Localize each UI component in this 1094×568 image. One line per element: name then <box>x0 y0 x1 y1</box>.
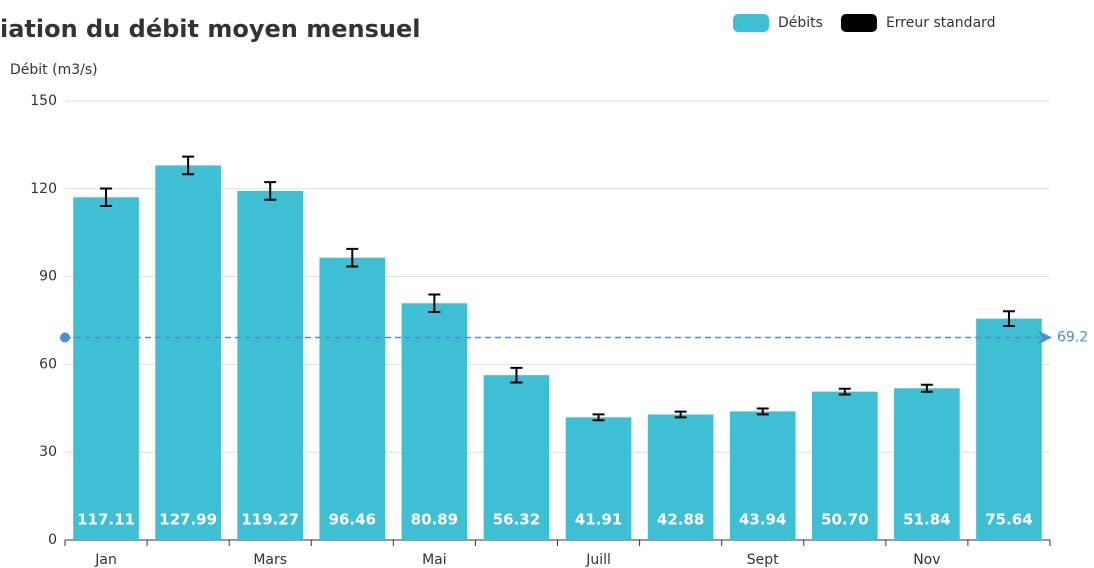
data-label: 119.27 <box>241 511 299 529</box>
bar <box>811 391 878 540</box>
data-label: 43.94 <box>739 511 786 529</box>
bar <box>483 375 550 540</box>
bar <box>73 197 139 541</box>
data-label: 75.64 <box>985 511 1032 529</box>
y-tick-label: 30 <box>39 444 57 460</box>
data-label: 117.11 <box>77 511 135 529</box>
chart-title: iation du débit moyen mensuel <box>0 15 420 43</box>
error-bar <box>264 181 277 201</box>
y-tick-label: 120 <box>30 181 57 197</box>
data-label: 80.89 <box>411 511 458 529</box>
error-bar <box>756 407 769 416</box>
bar <box>565 417 632 540</box>
data-label: 42.88 <box>657 511 704 529</box>
bar <box>976 318 1042 540</box>
data-label: 41.91 <box>575 511 622 529</box>
legend-swatch <box>733 14 769 32</box>
y-tick-label: 60 <box>39 356 57 372</box>
mean-line-label: 69.2 <box>1057 329 1088 345</box>
error-bar <box>592 413 605 422</box>
x-tick-label: Jan <box>94 552 117 568</box>
bar <box>647 414 714 540</box>
bar <box>401 303 468 540</box>
error-bar <box>1002 310 1015 327</box>
y-tick-label: 150 <box>30 93 57 109</box>
legend-swatch <box>840 14 877 32</box>
y-axis-label: Débit (m3/s) <box>10 62 98 78</box>
error-bar <box>346 247 359 268</box>
legend-label: Débits <box>778 15 823 31</box>
error-bar <box>674 410 687 419</box>
data-label: 127.99 <box>159 511 217 529</box>
legend-label: Erreur standard <box>886 15 996 31</box>
data-label: 51.84 <box>903 511 950 529</box>
data-label: 50.70 <box>821 511 868 529</box>
x-tick-label: Mai <box>422 552 447 568</box>
error-bar <box>920 383 933 393</box>
bar <box>319 257 386 540</box>
x-tick-label: Mars <box>253 552 287 568</box>
error-bar <box>428 293 441 314</box>
x-tick-label: Sept <box>747 552 779 568</box>
error-bar <box>510 366 523 384</box>
y-tick-label: 90 <box>39 269 57 285</box>
data-label: 96.46 <box>329 511 376 529</box>
mean-line-arrow <box>1038 330 1052 345</box>
error-bar <box>100 187 113 208</box>
mean-line-start <box>60 332 70 343</box>
error-bar <box>838 387 851 396</box>
bar <box>155 165 221 540</box>
bar <box>894 388 960 540</box>
error-bar <box>182 155 195 176</box>
y-tick-label: 0 <box>48 532 57 548</box>
data-label: 56.32 <box>493 511 540 529</box>
x-tick-label: Juill <box>585 552 611 568</box>
bar <box>237 190 304 540</box>
bar <box>729 411 796 540</box>
x-tick-label: Nov <box>913 552 940 568</box>
